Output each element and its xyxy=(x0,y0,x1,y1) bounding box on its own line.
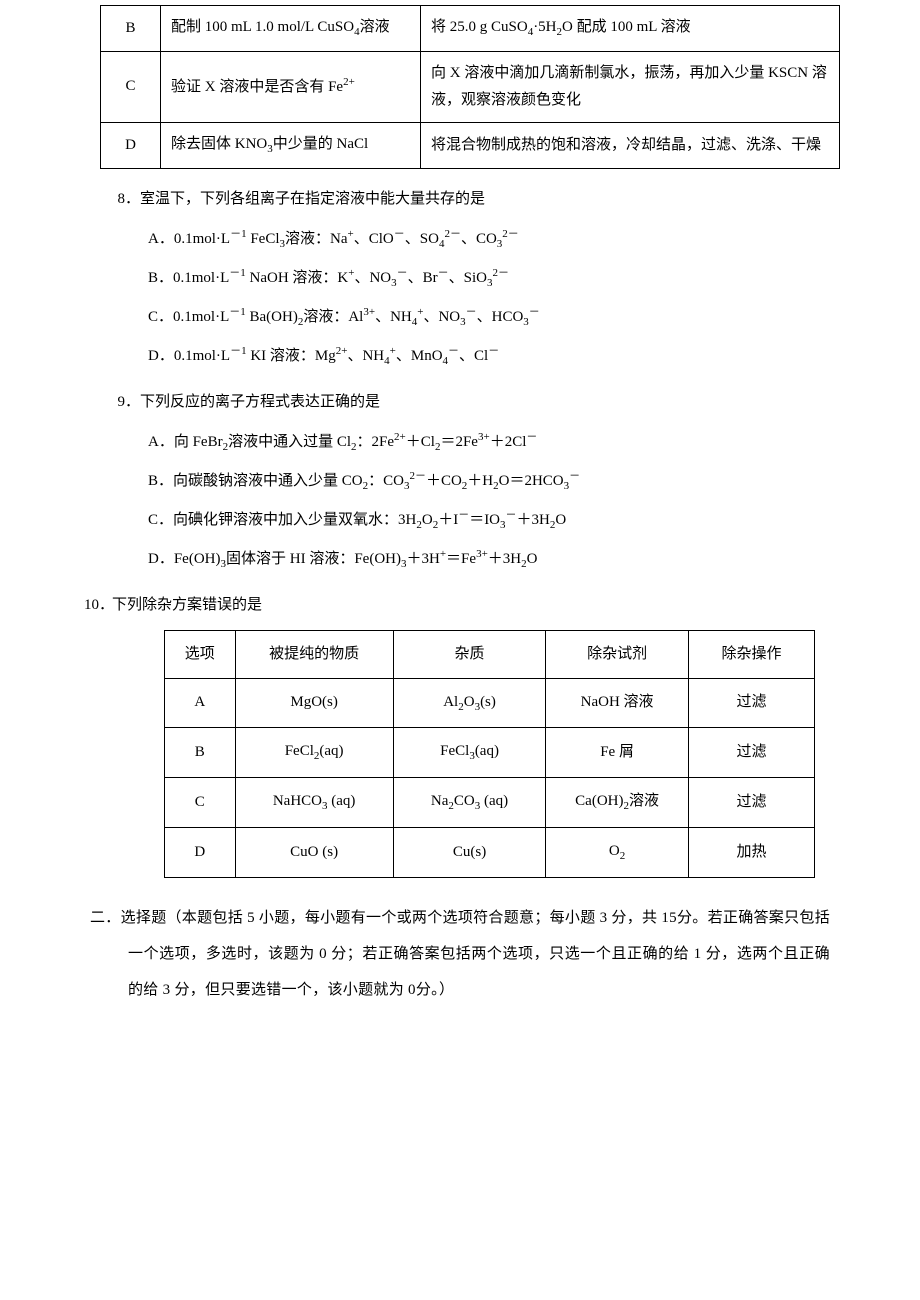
table-row-method: 向 X 溶液中滴加几滴新制氯水，振荡，再加入少量 KSCN 溶液，观察溶液颜色变… xyxy=(421,51,840,122)
table-cell: CuO (s) xyxy=(235,827,393,877)
q9-stem: 下列反应的离子方程式表达正确的是 xyxy=(140,394,380,410)
q10-num: 10． xyxy=(84,589,112,622)
table-header: 除杂操作 xyxy=(688,630,814,678)
table-header: 选项 xyxy=(165,630,236,678)
table-cell: Cu(s) xyxy=(393,827,546,877)
table-cell: FeCl2(aq) xyxy=(235,728,393,778)
option-item: B．0.1mol·L－1 NaOH 溶液：K+、NO3－、Br－、SiO32－ xyxy=(90,259,830,298)
option-item: A．0.1mol·L－1 FeCl3溶液：Na+、ClO－、SO42－、CO32… xyxy=(90,220,830,259)
table-cell: 加热 xyxy=(688,827,814,877)
table-cell: A xyxy=(165,678,236,728)
section-2-note: 二．选择题（本题包括 5 小题，每小题有一个或两个选项符合题意；每小题 3 分，… xyxy=(90,900,830,1008)
q10-stem: 下列除杂方案错误的是 xyxy=(112,597,262,613)
table-header: 杂质 xyxy=(393,630,546,678)
section-2-text: 选择题（本题包括 5 小题，每小题有一个或两个选项符合题意；每小题 3 分，共 … xyxy=(121,910,830,998)
question-8: 8．室温下，下列各组离子在指定溶液中能大量共存的是 xyxy=(90,183,830,216)
table-header: 除杂试剂 xyxy=(546,630,688,678)
table-cell: MgO(s) xyxy=(235,678,393,728)
option-item: A．向 FeBr2溶液中通入过量 Cl2：2Fe2+＋Cl2＝2Fe3+＋2Cl… xyxy=(90,423,830,462)
table-cell: Al2O3(s) xyxy=(393,678,546,728)
table-cell: Na2CO3 (aq) xyxy=(393,778,546,828)
table-cell: 过滤 xyxy=(688,678,814,728)
table-header: 被提纯的物质 xyxy=(235,630,393,678)
section-2-label: 二． xyxy=(90,910,121,926)
table-cell: C xyxy=(165,778,236,828)
table-row-opt: D xyxy=(101,122,161,168)
table-cell: D xyxy=(165,827,236,877)
table-cell: 过滤 xyxy=(688,728,814,778)
table-row-method: 将 25.0 g CuSO4·5H2O 配成 100 mL 溶液 xyxy=(421,6,840,52)
q9-options: A．向 FeBr2溶液中通入过量 Cl2：2Fe2+＋Cl2＝2Fe3+＋2Cl… xyxy=(90,423,830,579)
option-item: B．向碳酸钠溶液中通入少量 CO2：CO32－＋CO2＋H2O＝2HCO3－ xyxy=(90,462,830,501)
question-9: 9．下列反应的离子方程式表达正确的是 xyxy=(90,386,830,419)
table-row-purpose: 验证 X 溶液中是否含有 Fe2+ xyxy=(161,51,421,122)
q8-options: A．0.1mol·L－1 FeCl3溶液：Na+、ClO－、SO42－、CO32… xyxy=(90,220,830,376)
table-cell: O2 xyxy=(546,827,688,877)
table-cell: FeCl3(aq) xyxy=(393,728,546,778)
table-cell: NaOH 溶液 xyxy=(546,678,688,728)
option-item: C．向碘化钾溶液中加入少量双氧水：3H2O2＋I－＝IO3－＋3H2O xyxy=(90,501,830,540)
q9-num: 9． xyxy=(112,386,140,419)
experiment-table: B配制 100 mL 1.0 mol/L CuSO4溶液将 25.0 g CuS… xyxy=(100,5,840,169)
q8-stem: 室温下，下列各组离子在指定溶液中能大量共存的是 xyxy=(140,191,485,207)
table-cell: B xyxy=(165,728,236,778)
q8-num: 8． xyxy=(112,183,140,216)
table-row-purpose: 配制 100 mL 1.0 mol/L CuSO4溶液 xyxy=(161,6,421,52)
option-item: C．0.1mol·L－1 Ba(OH)2溶液：Al3+、NH4+、NO3－、HC… xyxy=(90,298,830,337)
table-row-opt: C xyxy=(101,51,161,122)
table-cell: Fe 屑 xyxy=(546,728,688,778)
table-cell: NaHCO3 (aq) xyxy=(235,778,393,828)
table-row-method: 将混合物制成热的饱和溶液，冷却结晶，过滤、洗涤、干燥 xyxy=(421,122,840,168)
table-row-opt: B xyxy=(101,6,161,52)
table-cell: Ca(OH)2溶液 xyxy=(546,778,688,828)
option-item: D．0.1mol·L－1 KI 溶液：Mg2+、NH4+、MnO4－、Cl－ xyxy=(90,337,830,376)
table-cell: 过滤 xyxy=(688,778,814,828)
question-10: 10．下列除杂方案错误的是 xyxy=(90,589,830,622)
purification-table: 选项被提纯的物质杂质除杂试剂除杂操作 AMgO(s)Al2O3(s)NaOH 溶液… xyxy=(164,630,815,878)
table-row-purpose: 除去固体 KNO3中少量的 NaCl xyxy=(161,122,421,168)
option-item: D．Fe(OH)3固体溶于 HI 溶液：Fe(OH)3＋3H+＝Fe3+＋3H2… xyxy=(90,540,830,579)
